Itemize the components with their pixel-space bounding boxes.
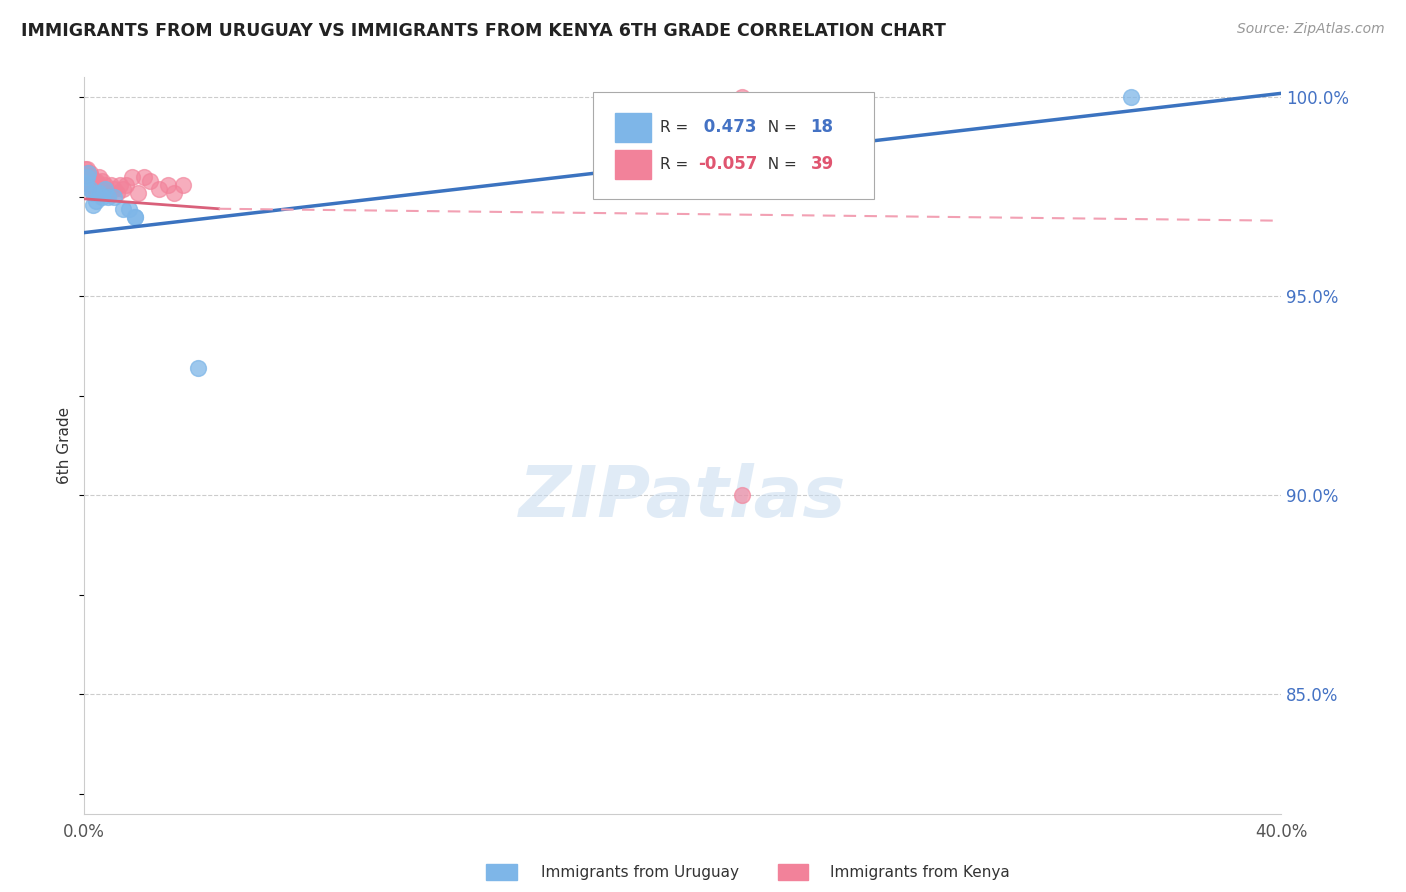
Point (105, 186, 128, 200)
Point (77, 166, 100, 180)
Text: Source: ZipAtlas.com: Source: ZipAtlas.com (1237, 22, 1385, 37)
Point (75, 176, 97, 190)
Point (76, 169, 98, 184)
Point (76, 169, 98, 184)
Point (84, 174, 107, 188)
Point (172, 178, 194, 192)
Text: Immigrants from Kenya: Immigrants from Kenya (830, 865, 1010, 880)
Text: Immigrants from Uruguay: Immigrants from Uruguay (541, 865, 740, 880)
Text: IMMIGRANTS FROM URUGUAY VS IMMIGRANTS FROM KENYA 6TH GRADE CORRELATION CHART: IMMIGRANTS FROM URUGUAY VS IMMIGRANTS FR… (21, 22, 946, 40)
Point (79, 166, 101, 180)
Point (94, 178, 117, 192)
Point (127, 186, 149, 200)
Point (156, 178, 179, 192)
Point (86, 182, 108, 196)
Text: -0.057: -0.057 (697, 155, 758, 173)
Point (82, 186, 104, 200)
Point (100, 178, 122, 192)
Point (187, 360, 209, 375)
Point (84, 194, 107, 208)
Point (87, 169, 110, 184)
Point (97, 190, 120, 204)
Text: R =: R = (659, 120, 693, 135)
Point (118, 202, 141, 216)
Point (73, 169, 96, 184)
Point (82, 186, 104, 200)
Point (87, 186, 110, 200)
Point (83, 174, 105, 188)
Point (82, 198, 104, 212)
Point (76, 161, 98, 176)
Point (77, 174, 100, 188)
Point (76, 166, 98, 180)
Point (87, 178, 110, 192)
Point (82, 178, 104, 192)
FancyBboxPatch shape (616, 150, 651, 179)
Text: 0.473: 0.473 (697, 119, 756, 136)
Point (111, 202, 134, 216)
Y-axis label: 6th Grade: 6th Grade (58, 407, 72, 484)
Point (75, 161, 97, 176)
Text: R =: R = (659, 157, 693, 172)
Point (115, 178, 138, 192)
Text: 39: 39 (810, 155, 834, 173)
Point (79, 182, 101, 196)
Point (139, 174, 162, 188)
Point (108, 178, 131, 192)
Point (84, 186, 107, 200)
FancyBboxPatch shape (593, 92, 875, 199)
Point (97, 186, 120, 200)
Point (103, 190, 125, 204)
Point (731, 488, 754, 502)
Point (121, 169, 143, 184)
Text: N =: N = (758, 120, 801, 135)
Point (132, 169, 155, 184)
Text: 18: 18 (810, 119, 834, 136)
Point (76, 174, 98, 188)
Point (148, 182, 170, 196)
Point (80, 169, 103, 184)
Text: ZIPatlas: ZIPatlas (519, 463, 846, 532)
Point (94, 182, 117, 196)
Point (731, 90, 754, 104)
Point (91, 190, 114, 204)
Point (75, 174, 97, 188)
Point (124, 210, 146, 224)
Point (124, 210, 146, 224)
FancyBboxPatch shape (616, 112, 651, 142)
Point (1121, 90, 1143, 104)
Point (163, 186, 186, 200)
Text: N =: N = (758, 157, 801, 172)
Point (91, 174, 114, 188)
Point (79, 178, 101, 192)
Point (111, 182, 134, 196)
Point (103, 182, 125, 196)
Point (94, 186, 117, 200)
